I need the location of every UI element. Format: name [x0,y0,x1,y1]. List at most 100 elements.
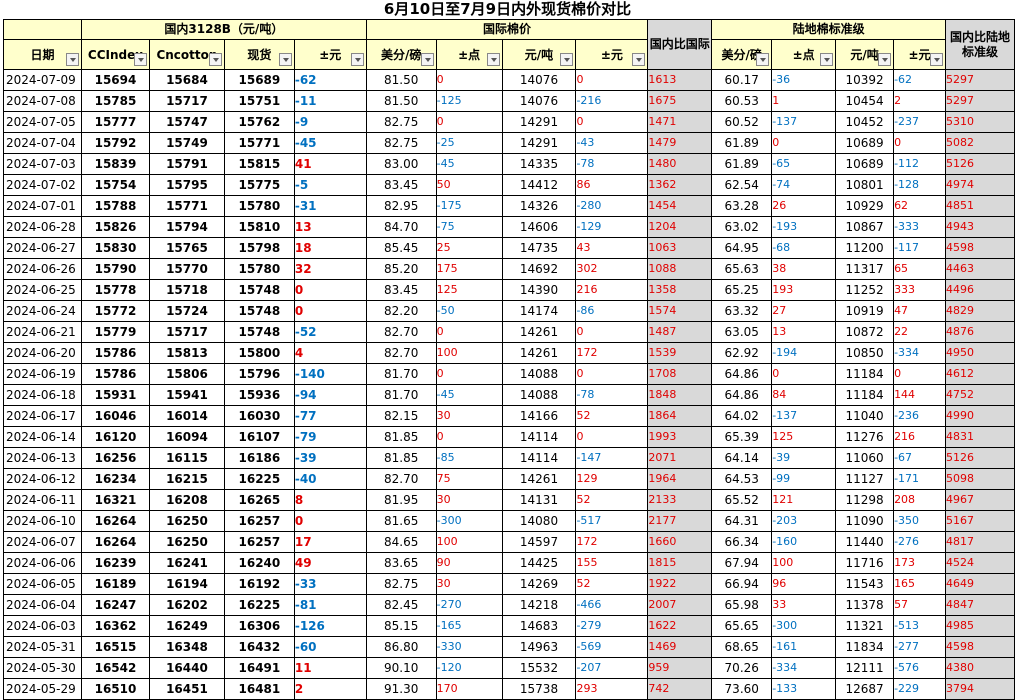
cell-land-change[interactable]: 165 [893,573,946,595]
cell-land-yuan-ton[interactable]: 10929 [835,195,895,217]
filter-dropdown-icon[interactable] [632,53,646,66]
cell-land-change[interactable]: -117 [893,237,946,259]
cell-intl-cents-lb[interactable]: 82.70 [365,321,437,343]
cell-intl-cents-lb[interactable]: 83.00 [365,153,437,175]
cell-land-points[interactable]: -39 [771,447,837,469]
cell-intl-yuan-ton[interactable]: 14326 [501,195,577,217]
cell-date[interactable]: 2024-06-06 [3,552,82,574]
cell-domestic-change[interactable]: 11 [293,657,367,679]
filter-dropdown-icon[interactable] [133,53,147,66]
cell-land-ratio[interactable]: 5082 [945,132,1015,154]
cell-domestic-change[interactable]: -81 [293,594,367,616]
cell-cncotton[interactable]: 15717 [148,90,225,112]
cell-land-change[interactable]: -112 [893,153,946,175]
cell-land-yuan-ton[interactable]: 10867 [835,216,895,238]
cell-land-yuan-ton[interactable]: 11276 [835,426,895,448]
cell-intl-cents-lb[interactable]: 81.70 [365,363,437,385]
cell-land-ratio[interactable]: 4974 [945,174,1015,196]
cell-domestic-change[interactable]: 49 [293,552,367,574]
cell-land-ratio[interactable]: 5297 [945,90,1015,112]
cell-land-yuan-ton[interactable]: 10801 [835,174,895,196]
cell-intl-change[interactable]: -43 [575,132,649,154]
cell-intl-change[interactable]: 0 [575,111,649,133]
cell-land-points[interactable]: 96 [771,573,837,595]
cell-land-ratio[interactable]: 5167 [945,510,1015,532]
cell-land-points[interactable]: -203 [771,510,837,532]
cell-spot[interactable]: 16265 [223,489,295,511]
cell-cncotton[interactable]: 16250 [148,510,225,532]
cell-ccindex[interactable]: 15826 [80,216,150,238]
cell-intl-cents-lb[interactable]: 82.45 [365,594,437,616]
cell-cncotton[interactable]: 15770 [148,258,225,280]
cell-intl-change[interactable]: -280 [575,195,649,217]
cell-cncotton[interactable]: 16451 [148,678,225,700]
cell-date[interactable]: 2024-06-26 [3,258,82,280]
cell-land-change[interactable]: 65 [893,258,946,280]
cell-land-change[interactable]: 144 [893,384,946,406]
cell-intl-points[interactable]: -300 [435,510,503,532]
cell-intl-points[interactable]: 75 [435,468,503,490]
cell-domestic-change[interactable]: -94 [293,384,367,406]
cell-date[interactable]: 2024-07-02 [3,174,82,196]
cell-land-change[interactable]: -334 [893,342,946,364]
cell-intl-change[interactable]: 293 [575,678,649,700]
cell-land-ratio[interactable]: 4950 [945,342,1015,364]
cell-domestic-change[interactable]: -77 [293,405,367,427]
cell-intl-points[interactable]: -50 [435,300,503,322]
cell-date[interactable]: 2024-06-17 [3,405,82,427]
cell-intl-yuan-ton[interactable]: 14261 [501,321,577,343]
cell-intl-change[interactable]: 52 [575,573,649,595]
cell-intl-points[interactable]: -75 [435,216,503,238]
cell-intl-ratio[interactable]: 1358 [647,279,713,301]
cell-intl-cents-lb[interactable]: 90.10 [365,657,437,679]
cell-land-ratio[interactable]: 5297 [945,69,1015,91]
cell-domestic-change[interactable]: 13 [293,216,367,238]
cell-intl-yuan-ton[interactable]: 14261 [501,342,577,364]
cell-intl-cents-lb[interactable]: 86.80 [365,636,437,658]
cell-intl-cents-lb[interactable]: 84.65 [365,531,437,553]
cell-intl-ratio[interactable]: 2177 [647,510,713,532]
cell-land-ratio[interactable]: 4817 [945,531,1015,553]
cell-land-cents-lb[interactable]: 63.05 [711,321,773,343]
cell-intl-yuan-ton[interactable]: 14076 [501,69,577,91]
cell-land-change[interactable]: -128 [893,174,946,196]
cell-intl-points[interactable]: -120 [435,657,503,679]
cell-land-cents-lb[interactable]: 62.54 [711,174,773,196]
cell-land-yuan-ton[interactable]: 10850 [835,342,895,364]
cell-land-change[interactable]: -62 [893,69,946,91]
cell-cncotton[interactable]: 16250 [148,531,225,553]
cell-domestic-change[interactable]: 0 [293,300,367,322]
cell-land-points[interactable]: 0 [771,132,837,154]
cell-land-yuan-ton[interactable]: 11321 [835,615,895,637]
cell-cncotton[interactable]: 15747 [148,111,225,133]
cell-land-ratio[interactable]: 4463 [945,258,1015,280]
filter-dropdown-icon[interactable] [560,53,574,66]
cell-date[interactable]: 2024-06-07 [3,531,82,553]
cell-intl-ratio[interactable]: 1622 [647,615,713,637]
cell-intl-ratio[interactable]: 1362 [647,174,713,196]
cell-land-points[interactable]: -300 [771,615,837,637]
cell-land-points[interactable]: 33 [771,594,837,616]
cell-ccindex[interactable]: 15788 [80,195,150,217]
cell-land-ratio[interactable]: 4829 [945,300,1015,322]
cell-land-yuan-ton[interactable]: 10872 [835,321,895,343]
cell-date[interactable]: 2024-06-18 [3,384,82,406]
cell-cncotton[interactable]: 15749 [148,132,225,154]
cell-intl-points[interactable]: 175 [435,258,503,280]
cell-intl-change[interactable]: 52 [575,489,649,511]
cell-land-change[interactable]: -513 [893,615,946,637]
filter-dropdown-icon[interactable] [65,53,79,66]
cell-intl-ratio[interactable]: 1454 [647,195,713,217]
cell-date[interactable]: 2024-06-27 [3,237,82,259]
cell-land-ratio[interactable]: 4851 [945,195,1015,217]
cell-intl-points[interactable]: -45 [435,384,503,406]
cell-spot[interactable]: 16432 [223,636,295,658]
cell-land-points[interactable]: 121 [771,489,837,511]
cell-date[interactable]: 2024-07-09 [3,69,82,91]
cell-land-cents-lb[interactable]: 60.52 [711,111,773,133]
cell-land-change[interactable]: -333 [893,216,946,238]
cell-land-yuan-ton[interactable]: 11440 [835,531,895,553]
cell-spot[interactable]: 15815 [223,153,295,175]
cell-land-ratio[interactable]: 5126 [945,153,1015,175]
cell-land-change[interactable]: 0 [893,363,946,385]
